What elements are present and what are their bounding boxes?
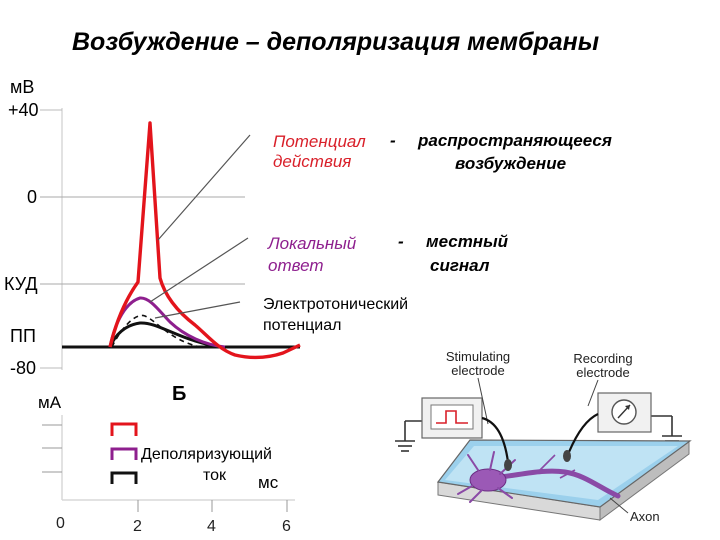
action-potential-curve (108, 121, 301, 360)
time-tick-label-6: 6 (282, 518, 291, 535)
time-unit-label: мс (258, 473, 279, 492)
time-tick-label-4: 4 (207, 518, 216, 535)
tick-minus80: -80 (10, 358, 37, 378)
experimental-setup (395, 377, 692, 521)
stimulating-label-line1: Stimulating (445, 349, 511, 364)
lr-term-line1: Локальный (268, 234, 357, 253)
recording-label-line1: Recording (573, 351, 633, 366)
current-unit-label: мА (38, 393, 62, 412)
time-tick-label-0: 0 (56, 515, 65, 532)
stimulating-label-line2: electrode (451, 363, 505, 378)
time-tick-label-2: 2 (133, 518, 142, 535)
tick-plus40: +40 (8, 100, 39, 120)
page-title: Возбуждение – деполяризация мембраны (72, 28, 600, 56)
pointer-action-potential (157, 134, 251, 241)
stimulating-electrode-tip (504, 459, 512, 471)
electrotonic-dashed (111, 314, 201, 348)
ground-left-icon (395, 420, 425, 452)
current-label-line2: ток (203, 467, 227, 484)
panel-letter: Б (172, 383, 187, 405)
electrotonic-curve (108, 321, 216, 348)
ap-term-line1: Потенциал (273, 132, 366, 151)
lr-desc-line2: сигнал (430, 256, 490, 275)
pointer-axon (609, 497, 629, 514)
electrotonic-line2: потенциал (263, 317, 342, 334)
stimulating-wire (481, 416, 510, 463)
pointer-stimulating (477, 377, 489, 425)
ap-desc-line1: распространяющееся (418, 131, 612, 150)
ap-desc-line2: возбуждение (455, 154, 567, 173)
axon-label: Axon (630, 509, 660, 524)
tick-kud: КУД (4, 274, 38, 294)
pointer-electrotonic (154, 301, 241, 319)
recording-electrode-tip (563, 450, 571, 462)
recorder-box (597, 392, 652, 433)
ap-term-line2: действия (273, 152, 352, 171)
electrotonic-line1: Электротонический (263, 296, 409, 313)
pointer-recording (587, 379, 599, 407)
lr-dash: - (398, 232, 404, 251)
recording-label-line2: electrode (576, 365, 630, 380)
pulse-purple (110, 447, 138, 460)
neuron-icon (457, 451, 621, 503)
ap-dash: - (390, 131, 396, 150)
tick-pp: ПП (10, 326, 36, 346)
local-response-curve (108, 296, 226, 349)
tick-zero: 0 (27, 187, 38, 207)
lr-desc-line1: местный (426, 232, 508, 251)
stimulator-box (421, 397, 483, 439)
voltage-unit-label: мВ (10, 77, 35, 97)
lr-term-line2: ответ (268, 256, 324, 275)
pointer-local-response (149, 237, 249, 303)
current-label-line1: Деполяризующий (141, 446, 272, 463)
recording-wire (567, 413, 599, 453)
pulse-black (110, 471, 138, 484)
pulse-red (110, 422, 138, 436)
